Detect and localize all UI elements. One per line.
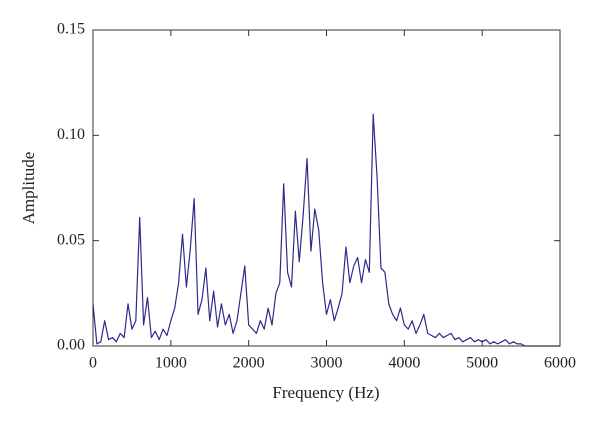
x-tick-label: 4000 (388, 355, 420, 372)
x-tick-label: 6000 (544, 355, 576, 372)
y-axis-title: Amplitude (19, 152, 38, 225)
x-tick-label: 1000 (155, 355, 187, 372)
y-tick-label: 0.00 (57, 337, 85, 354)
x-tick-label: 2000 (233, 355, 265, 372)
y-tick-label: 0.15 (57, 21, 85, 38)
x-tick-label: 0 (89, 355, 97, 372)
plot-frame (92, 29, 561, 347)
y-tick-label: 0.05 (57, 231, 85, 248)
x-axis-title: Frequency (Hz) (272, 383, 379, 402)
spectrum-line (92, 113, 560, 347)
x-tick-label: 3000 (311, 355, 343, 372)
x-tick-label: 5000 (466, 355, 498, 372)
y-tick-label: 0.10 (57, 126, 85, 143)
